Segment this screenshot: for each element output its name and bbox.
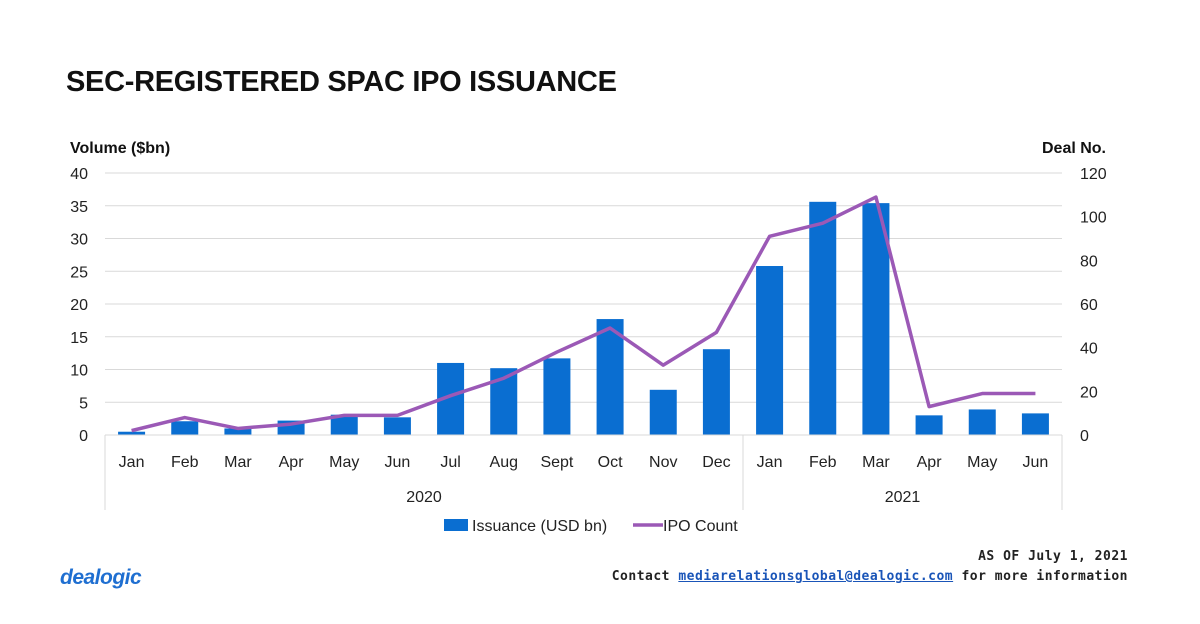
x-tick-label: Apr — [917, 454, 943, 471]
right-tick-label: 60 — [1080, 297, 1098, 314]
left-tick-label: 20 — [70, 297, 88, 314]
left-axis-ticks: 0 5 10 15 20 25 30 35 40 — [70, 166, 88, 445]
left-tick-label: 15 — [70, 330, 88, 347]
bar — [968, 409, 996, 435]
x-tick-label: Aug — [490, 454, 518, 471]
right-axis-ticks: 0 20 40 60 80 100 120 — [1080, 166, 1107, 445]
x-tick-label: Oct — [598, 454, 623, 471]
x-tick-label: Jul — [440, 454, 460, 471]
right-tick-label: 120 — [1080, 166, 1107, 183]
bar-series — [118, 201, 1049, 435]
bar — [649, 389, 677, 435]
as-of-date: AS OF July 1, 2021 — [978, 549, 1128, 564]
left-tick-label: 10 — [70, 363, 88, 380]
contact-prefix: Contact — [611, 569, 671, 584]
left-tick-label: 5 — [79, 395, 88, 412]
x-tick-label: Jun — [1023, 454, 1049, 471]
x-tick-label: Jan — [757, 454, 783, 471]
right-tick-label: 20 — [1080, 384, 1098, 401]
right-axis-title: Deal No. — [1042, 140, 1106, 157]
bar — [224, 428, 252, 435]
legend: Issuance (USD bn) IPO Count — [444, 518, 738, 535]
bar — [118, 431, 146, 435]
legend-line-label: IPO Count — [663, 518, 738, 535]
x-group-label: 2021 — [885, 489, 921, 506]
bar — [596, 319, 624, 435]
bar — [809, 201, 837, 435]
legend-bar-label: Issuance (USD bn) — [472, 518, 607, 535]
left-tick-label: 0 — [79, 428, 88, 445]
left-tick-label: 35 — [70, 199, 88, 216]
contact-line: Contact mediarelationsglobal@dealogic.co… — [612, 569, 1128, 584]
x-tick-label: May — [329, 454, 359, 471]
bar — [756, 266, 784, 435]
contact-suffix: for more information — [961, 569, 1128, 584]
legend-bar-swatch — [444, 519, 468, 531]
chart-title: SEC-REGISTERED SPAC IPO ISSUANCE — [66, 66, 617, 98]
gridlines — [105, 172, 1062, 436]
bar — [171, 421, 199, 435]
left-tick-label: 25 — [70, 264, 88, 281]
x-tick-label: Jun — [385, 454, 411, 471]
bar — [330, 414, 358, 435]
right-tick-label: 40 — [1080, 341, 1098, 358]
x-group-label: 2020 — [406, 489, 442, 506]
right-tick-label: 80 — [1080, 253, 1098, 270]
bar — [543, 358, 571, 435]
x-tick-label: Jan — [119, 454, 145, 471]
ipo-count-line — [131, 195, 1036, 433]
x-tick-label: Feb — [809, 454, 837, 471]
x-tick-label: Nov — [649, 454, 677, 471]
x-tick-label: Mar — [862, 454, 890, 471]
x-tick-label: May — [967, 454, 997, 471]
x-tick-label: Dec — [702, 454, 730, 471]
left-axis-title: Volume ($bn) — [70, 140, 170, 157]
left-tick-label: 30 — [70, 232, 88, 249]
right-tick-label: 100 — [1080, 210, 1107, 227]
bar — [915, 415, 943, 435]
dealogic-logo: dealogic — [60, 566, 142, 589]
x-tick-label: Feb — [171, 454, 199, 471]
bar — [1021, 413, 1049, 435]
left-tick-label: 40 — [70, 166, 88, 183]
x-axis: Jan Feb Mar Apr May Jun Jul Aug Sept Oct Nov Dec Jan… — [104, 434, 1063, 510]
line-series — [131, 195, 1036, 433]
x-tick-label: Sept — [540, 454, 573, 471]
bar — [702, 349, 730, 435]
x-tick-label: Mar — [224, 454, 252, 471]
contact-email-link[interactable]: mediarelationsglobal@dealogic.com — [678, 569, 954, 584]
bar — [862, 203, 890, 435]
bar — [383, 417, 411, 435]
x-tick-label: Apr — [279, 454, 305, 471]
right-tick-label: 0 — [1080, 428, 1089, 445]
